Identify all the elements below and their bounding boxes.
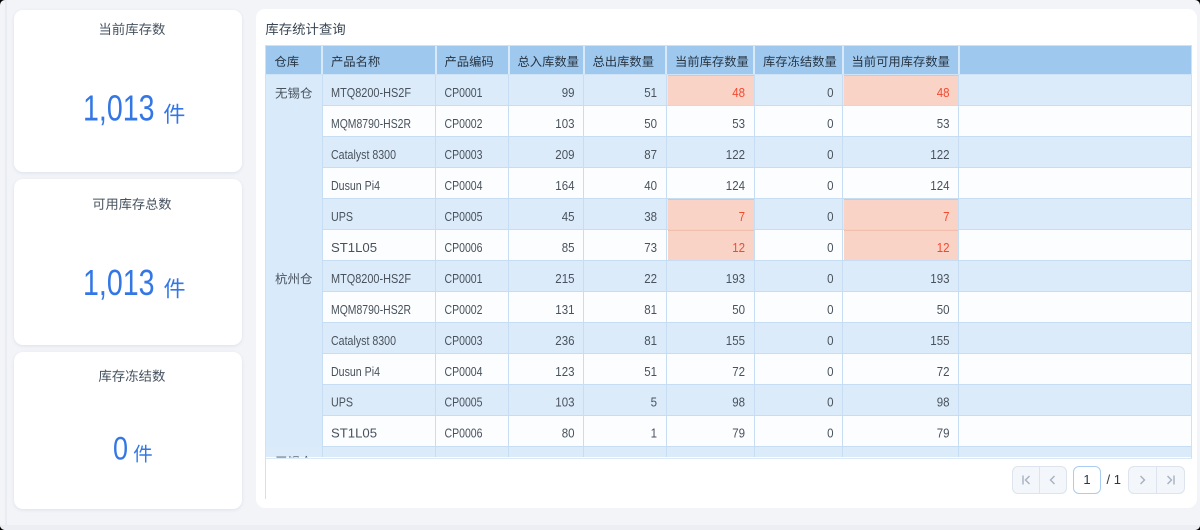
svg-text:50: 50 — [644, 116, 657, 131]
svg-text:7: 7 — [739, 209, 745, 224]
svg-text:122: 122 — [930, 147, 949, 162]
svg-text:123: 123 — [555, 364, 574, 379]
svg-text:45: 45 — [562, 209, 575, 224]
svg-text:124: 124 — [726, 178, 745, 193]
svg-text:193: 193 — [726, 271, 745, 286]
svg-text:CP0002: CP0002 — [445, 116, 483, 131]
svg-text:73: 73 — [644, 240, 657, 255]
svg-text:MTQ8200-HS2F: MTQ8200-HS2F — [331, 85, 411, 100]
svg-text:0: 0 — [827, 178, 833, 193]
svg-text:79: 79 — [732, 426, 745, 441]
svg-text:155: 155 — [930, 333, 949, 348]
svg-text:98: 98 — [937, 395, 950, 410]
svg-text:CP0006: CP0006 — [445, 240, 483, 255]
svg-text:40: 40 — [644, 178, 657, 193]
svg-text:Catalyst 8300: Catalyst 8300 — [331, 333, 396, 348]
svg-text:0: 0 — [827, 85, 833, 100]
svg-text:72: 72 — [732, 364, 745, 379]
svg-text:38: 38 — [644, 209, 657, 224]
svg-text:99: 99 — [562, 85, 575, 100]
svg-text:80: 80 — [562, 426, 575, 441]
svg-text:5: 5 — [651, 395, 657, 410]
svg-text:131: 131 — [555, 302, 574, 317]
svg-text:0: 0 — [827, 209, 833, 224]
svg-text:0: 0 — [827, 271, 833, 286]
svg-text:0: 0 — [827, 426, 833, 441]
svg-text:124: 124 — [930, 178, 949, 193]
svg-text:81: 81 — [644, 333, 657, 348]
svg-text:CP0002: CP0002 — [445, 302, 483, 317]
svg-text:CP0004: CP0004 — [445, 364, 483, 379]
svg-text:CP0005: CP0005 — [445, 395, 483, 410]
svg-text:0: 0 — [827, 333, 833, 348]
svg-text:79: 79 — [937, 426, 950, 441]
svg-text:51: 51 — [644, 364, 657, 379]
svg-text:164: 164 — [555, 178, 574, 193]
svg-text:ST1L05: ST1L05 — [331, 240, 377, 255]
svg-text:0: 0 — [113, 430, 128, 466]
svg-text:103: 103 — [555, 395, 574, 410]
svg-text:/ 1: / 1 — [1107, 472, 1121, 487]
svg-text:ST1L05: ST1L05 — [331, 426, 377, 441]
svg-text:50: 50 — [937, 302, 950, 317]
svg-text:85: 85 — [562, 240, 575, 255]
svg-text:50: 50 — [732, 302, 745, 317]
svg-text:81: 81 — [644, 302, 657, 317]
svg-text:MTQ8200-HS2F: MTQ8200-HS2F — [331, 271, 411, 286]
svg-text:MQM8790-HS2R: MQM8790-HS2R — [331, 116, 411, 131]
svg-text:Dusun Pi4: Dusun Pi4 — [331, 178, 380, 193]
svg-text:215: 215 — [555, 271, 574, 286]
svg-text:48: 48 — [937, 85, 950, 100]
svg-text:1: 1 — [1083, 472, 1090, 487]
svg-text:236: 236 — [555, 333, 574, 348]
svg-text:UPS: UPS — [331, 395, 353, 410]
svg-text:Catalyst 8300: Catalyst 8300 — [331, 147, 396, 162]
svg-text:12: 12 — [937, 240, 950, 255]
svg-text:0: 0 — [827, 395, 833, 410]
svg-text:Dusun Pi4: Dusun Pi4 — [331, 364, 380, 379]
svg-text:CP0005: CP0005 — [445, 209, 483, 224]
svg-text:CP0001: CP0001 — [445, 271, 483, 286]
svg-text:1,013: 1,013 — [83, 262, 155, 303]
svg-text:0: 0 — [827, 240, 833, 255]
svg-text:53: 53 — [937, 116, 950, 131]
svg-text:0: 0 — [827, 116, 833, 131]
svg-text:22: 22 — [644, 271, 657, 286]
svg-text:0: 0 — [827, 147, 833, 162]
svg-text:53: 53 — [732, 116, 745, 131]
svg-text:193: 193 — [930, 271, 949, 286]
svg-text:MQM8790-HS2R: MQM8790-HS2R — [331, 302, 411, 317]
svg-text:103: 103 — [555, 116, 574, 131]
svg-text:0: 0 — [827, 364, 833, 379]
svg-text:87: 87 — [644, 147, 657, 162]
svg-text:48: 48 — [732, 85, 745, 100]
svg-text:CP0003: CP0003 — [445, 333, 483, 348]
svg-text:12: 12 — [732, 240, 745, 255]
svg-text:UPS: UPS — [331, 209, 353, 224]
svg-text:0: 0 — [827, 302, 833, 317]
svg-text:CP0001: CP0001 — [445, 85, 483, 100]
svg-text:72: 72 — [937, 364, 950, 379]
svg-text:51: 51 — [644, 85, 657, 100]
svg-text:CP0003: CP0003 — [445, 147, 483, 162]
svg-text:1: 1 — [651, 426, 657, 441]
svg-text:CP0006: CP0006 — [445, 426, 483, 441]
svg-text:155: 155 — [726, 333, 745, 348]
svg-text:209: 209 — [555, 147, 574, 162]
svg-text:CP0004: CP0004 — [445, 178, 483, 193]
svg-text:98: 98 — [732, 395, 745, 410]
svg-text:122: 122 — [726, 147, 745, 162]
svg-text:7: 7 — [943, 209, 949, 224]
svg-text:1,013: 1,013 — [83, 88, 155, 129]
